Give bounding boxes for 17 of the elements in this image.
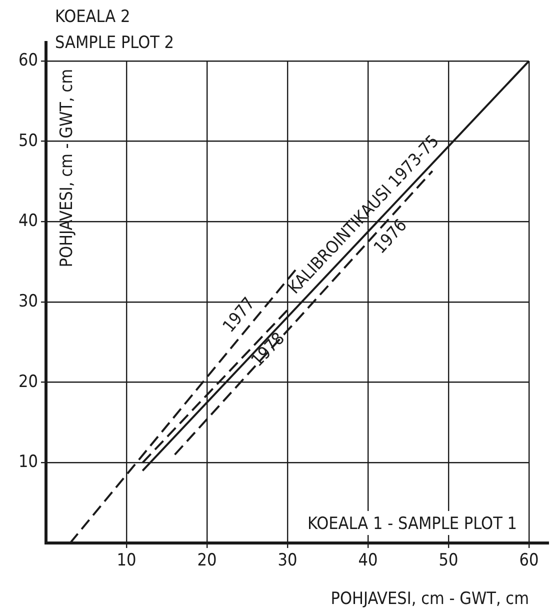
x-tick-label: 50	[438, 550, 458, 571]
x-tick-label: 60	[519, 550, 539, 571]
y-tick-label: 20	[18, 372, 38, 392]
x-tick-label: 40	[358, 550, 378, 571]
x-tick-label: 30	[278, 550, 298, 571]
y-tick-label: 40	[18, 211, 38, 232]
x-tick-label: 20	[197, 550, 217, 571]
y-axis-title: POHJAVESI, cm - GWT, cm	[57, 69, 77, 268]
x-axis-title: POHJAVESI, cm - GWT, cm	[330, 589, 529, 609]
chart-title: KOEALA 2	[55, 7, 130, 27]
y-tick-label: 30	[18, 291, 38, 312]
y-tick-label: 50	[18, 130, 38, 151]
y-tick-label: 60	[18, 50, 38, 70]
y-tick-label: 10	[18, 452, 38, 472]
annotation: KOEALA 1 - SAMPLE PLOT 1	[308, 514, 517, 534]
x-tick-label: 10	[116, 550, 136, 571]
chart-subtitle: SAMPLE PLOT 2	[55, 33, 174, 53]
